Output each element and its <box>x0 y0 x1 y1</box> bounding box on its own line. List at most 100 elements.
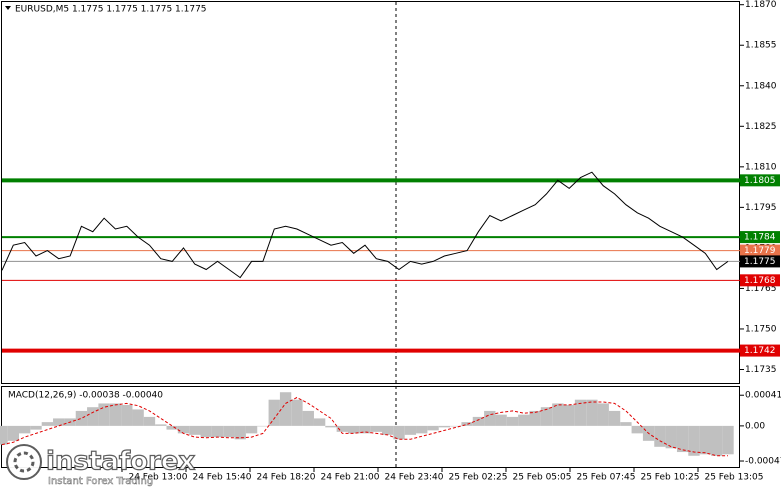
macd-bar <box>382 425 394 435</box>
level-label: 1.1805 <box>744 176 776 186</box>
macd-bar <box>268 399 280 426</box>
level-label: 1.1779 <box>744 246 776 256</box>
x-tick-label: 25 Feb 10:25 <box>640 473 699 483</box>
x-tick-label: 24 Feb 21:00 <box>320 473 379 483</box>
watermark: instaforex Instant Forex Trading <box>6 444 196 487</box>
y-tick-label: 1.1810 <box>745 162 777 172</box>
macd-bar <box>416 425 428 434</box>
logo <box>6 444 42 480</box>
macd-bar <box>257 425 269 427</box>
macd-bar <box>75 410 88 426</box>
y-tick-label: 1.1765 <box>745 284 777 294</box>
macd-bar <box>506 416 519 426</box>
y-tick-label: 1.1870 <box>745 0 777 10</box>
y-tick-label: 1.1825 <box>745 122 777 132</box>
macd-bar <box>450 425 462 427</box>
level-tag <box>740 174 780 187</box>
macd-bar <box>177 425 190 434</box>
macd-bar <box>484 410 496 426</box>
macd-bar <box>722 425 734 455</box>
macd-bar <box>370 425 383 432</box>
level-tag <box>740 231 780 244</box>
macd-bar <box>200 425 212 438</box>
macd-tick-label: -0.00047 <box>745 457 781 467</box>
macd-bar <box>540 407 553 426</box>
x-tick-label: 24 Feb 23:40 <box>384 473 443 483</box>
macd-bar <box>495 414 507 426</box>
macd-bar <box>302 410 314 426</box>
macd-bar <box>245 425 258 434</box>
macd-bar <box>313 418 326 426</box>
macd-bar <box>98 403 110 426</box>
macd-bar <box>143 416 156 426</box>
macd-bar <box>404 425 417 435</box>
macd-bar <box>155 424 167 426</box>
macd-bar <box>676 425 689 453</box>
macd-bar <box>688 425 700 456</box>
macd-bar <box>597 403 609 426</box>
x-tick-label: 25 Feb 05:05 <box>512 473 571 483</box>
macd-bar <box>336 425 348 432</box>
macd-bar <box>438 425 451 428</box>
macd-bar <box>87 407 99 426</box>
macd-bar <box>19 425 31 434</box>
macd-bar <box>608 410 621 426</box>
macd-bar <box>710 425 723 456</box>
level-label: 1.1768 <box>744 276 776 286</box>
x-tick-label: 25 Feb 02:25 <box>448 473 507 483</box>
menu-arrow <box>5 6 11 10</box>
macd-bar <box>699 425 711 455</box>
macd-bar <box>518 414 530 426</box>
watermark-tagline: Instant Forex Trading <box>48 476 153 487</box>
y-tick-label: 1.1735 <box>745 365 777 375</box>
macd-bar <box>132 409 144 426</box>
macd-bar <box>552 403 564 426</box>
macd-bar <box>166 425 178 430</box>
watermark-brand: instaforex <box>46 447 196 477</box>
macd-bar <box>41 422 54 426</box>
macd-bar <box>654 425 666 447</box>
level-label: 1.1784 <box>744 233 776 243</box>
macd-bar <box>325 425 337 428</box>
y-tick-label: 1.1750 <box>745 324 777 334</box>
macd-bar <box>53 418 65 426</box>
macd-tick-label: 0.00 <box>745 421 765 431</box>
macd-bar <box>223 425 235 438</box>
x-tick-label: 24 Feb 15:40 <box>192 473 251 483</box>
macd-bar <box>347 425 360 434</box>
macd-bar <box>0 425 8 445</box>
macd-bar <box>461 422 473 426</box>
price-line <box>1 171 729 279</box>
macd-bar <box>7 425 20 441</box>
logo-ring <box>13 451 35 473</box>
macd-bar <box>121 404 133 426</box>
macd-bar <box>529 410 541 426</box>
macd-bar <box>211 425 224 438</box>
x-tick-label: 25 Feb 07:45 <box>576 473 635 483</box>
level-tag <box>740 344 780 357</box>
current-price-tag <box>740 255 780 268</box>
macd-bar <box>665 425 677 449</box>
chart-title: EURUSD,M5 1.1775 1.1775 1.1775 1.1775 <box>15 5 207 15</box>
macd-bar <box>393 425 405 440</box>
macd-bar <box>30 425 42 430</box>
macd-bar <box>359 425 371 434</box>
level-tag <box>740 274 780 287</box>
price-pane <box>1 1 740 384</box>
x-tick-label: 24 Feb 13:00 <box>128 473 187 483</box>
y-tick-label: 1.1840 <box>745 81 777 91</box>
x-tick-label: 24 Feb 18:20 <box>256 473 315 483</box>
macd-bar <box>109 403 122 426</box>
macd-bar <box>472 416 485 426</box>
level-tag <box>740 244 780 257</box>
y-tick-label: 1.1855 <box>745 41 777 51</box>
macd-bar <box>234 425 246 440</box>
macd-bar <box>620 422 632 426</box>
current-price-label: 1.1775 <box>744 257 776 267</box>
y-tick-label: 1.1795 <box>745 203 777 213</box>
macd-bar <box>427 425 439 431</box>
macd-bar <box>586 399 598 426</box>
macd-bar <box>279 392 292 426</box>
macd-bar <box>291 399 303 426</box>
